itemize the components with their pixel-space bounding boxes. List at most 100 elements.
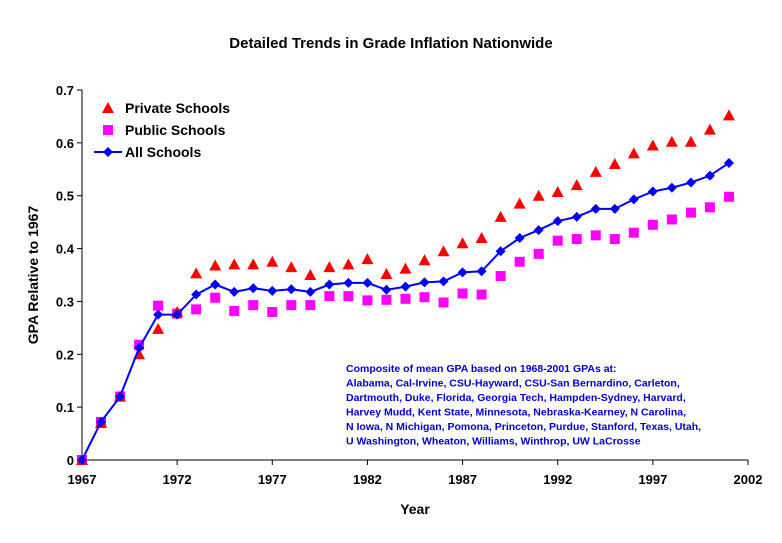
- data-point: [381, 294, 392, 305]
- data-point: [647, 219, 658, 230]
- y-tick-label: 0.3: [56, 294, 74, 309]
- data-point: [323, 261, 336, 273]
- data-point: [665, 135, 678, 147]
- data-point: [456, 237, 469, 249]
- data-point: [571, 234, 582, 245]
- data-point: [343, 277, 354, 288]
- data-point: [324, 291, 335, 302]
- data-point: [685, 207, 696, 218]
- data-point: [419, 277, 430, 288]
- data-point: [494, 210, 507, 222]
- data-point: [551, 186, 564, 198]
- data-point: [609, 203, 620, 214]
- data-point: [438, 276, 449, 287]
- data-point: [437, 245, 450, 257]
- data-point: [722, 109, 735, 121]
- y-axis-label: GPA Relative to 1967: [25, 206, 41, 345]
- data-point: [418, 254, 431, 266]
- plot-area: [76, 109, 735, 465]
- data-point: [514, 233, 525, 243]
- y-tick-label: 0.2: [56, 347, 74, 362]
- data-point: [77, 455, 87, 465]
- y-tick-label: 0.5: [56, 189, 74, 204]
- data-point: [285, 261, 298, 273]
- annotation-line: Alabama, Cal-Irvine, CSU-Hayward, CSU-Sa…: [346, 378, 680, 390]
- x-tick-label: 1972: [163, 472, 192, 487]
- data-point: [96, 416, 107, 427]
- y-axis-ticks: 0 0.1 0.2 0.3 0.4 0.5 0.6 0.7: [56, 83, 82, 468]
- data-point: [400, 281, 411, 292]
- data-point: [134, 342, 145, 353]
- data-point: [666, 214, 677, 225]
- legend-label: Public Schools: [125, 122, 226, 138]
- data-point: [362, 295, 373, 306]
- data-point: [115, 391, 126, 402]
- data-point: [457, 288, 468, 299]
- series-private-schools: [76, 109, 735, 465]
- x-tick-label: 2002: [734, 472, 763, 487]
- x-axis-ticks: 1967 1972 1977 1982 1987 1992 1997 2002: [68, 460, 763, 487]
- x-axis-label: Year: [400, 501, 430, 517]
- data-point: [475, 232, 488, 243]
- data-point: [533, 225, 544, 236]
- x-tick-label: 1982: [353, 472, 382, 487]
- data-point: [457, 267, 468, 278]
- data-point: [343, 291, 354, 302]
- data-point: [703, 123, 716, 135]
- data-point: [210, 279, 221, 290]
- data-point: [590, 203, 601, 214]
- data-point: [646, 139, 659, 151]
- data-point: [609, 234, 620, 245]
- data-point: [286, 284, 297, 295]
- data-point: [209, 259, 222, 271]
- annotation-line: Harvey Mudd, Kent State, Minnesota, Nebr…: [346, 407, 686, 419]
- data-point: [533, 248, 544, 259]
- annotation-line: Dartmouth, Duke, Florida, Georgia Tech, …: [346, 392, 686, 404]
- data-point: [704, 170, 715, 181]
- data-point: [438, 297, 449, 308]
- data-point: [723, 191, 734, 202]
- data-point: [191, 289, 202, 300]
- legend-label: Private Schools: [125, 100, 230, 116]
- data-point: [627, 147, 640, 159]
- data-point: [495, 271, 506, 282]
- data-point: [589, 165, 602, 177]
- data-point: [476, 289, 487, 300]
- data-point: [571, 211, 582, 222]
- data-point: [266, 255, 279, 267]
- data-point: [552, 216, 563, 227]
- legend-marker: [102, 102, 114, 113]
- data-point: [248, 300, 259, 311]
- data-point: [666, 182, 677, 193]
- annotation-line: U Washington, Wheaton, Williams, Winthro…: [346, 436, 641, 448]
- x-tick-label: 1997: [638, 472, 667, 487]
- data-point: [552, 235, 563, 246]
- data-point: [685, 177, 696, 188]
- legend-marker: [103, 125, 113, 135]
- legend-item: All Schools: [94, 144, 201, 160]
- data-point: [476, 266, 487, 277]
- legend-item: Private Schools: [102, 100, 230, 116]
- data-point: [229, 286, 240, 297]
- data-point: [286, 300, 297, 311]
- data-point: [513, 197, 526, 209]
- legend-label: All Schools: [125, 144, 201, 160]
- data-point: [628, 227, 639, 238]
- chart-title: Detailed Trends in Grade Inflation Natio…: [229, 35, 552, 52]
- data-point: [628, 194, 639, 205]
- data-point: [419, 292, 430, 303]
- data-point: [495, 246, 506, 257]
- data-point: [647, 186, 658, 197]
- data-point: [514, 256, 525, 267]
- data-point: [305, 286, 316, 297]
- data-point: [152, 322, 165, 334]
- data-point: [247, 258, 260, 270]
- data-point: [399, 262, 412, 274]
- x-tick-label: 1967: [68, 472, 97, 487]
- data-point: [723, 157, 734, 168]
- data-point: [153, 300, 164, 311]
- annotation-line: Composite of mean GPA based on 1968-2001…: [346, 363, 617, 375]
- data-point: [229, 305, 240, 316]
- data-point: [400, 293, 411, 304]
